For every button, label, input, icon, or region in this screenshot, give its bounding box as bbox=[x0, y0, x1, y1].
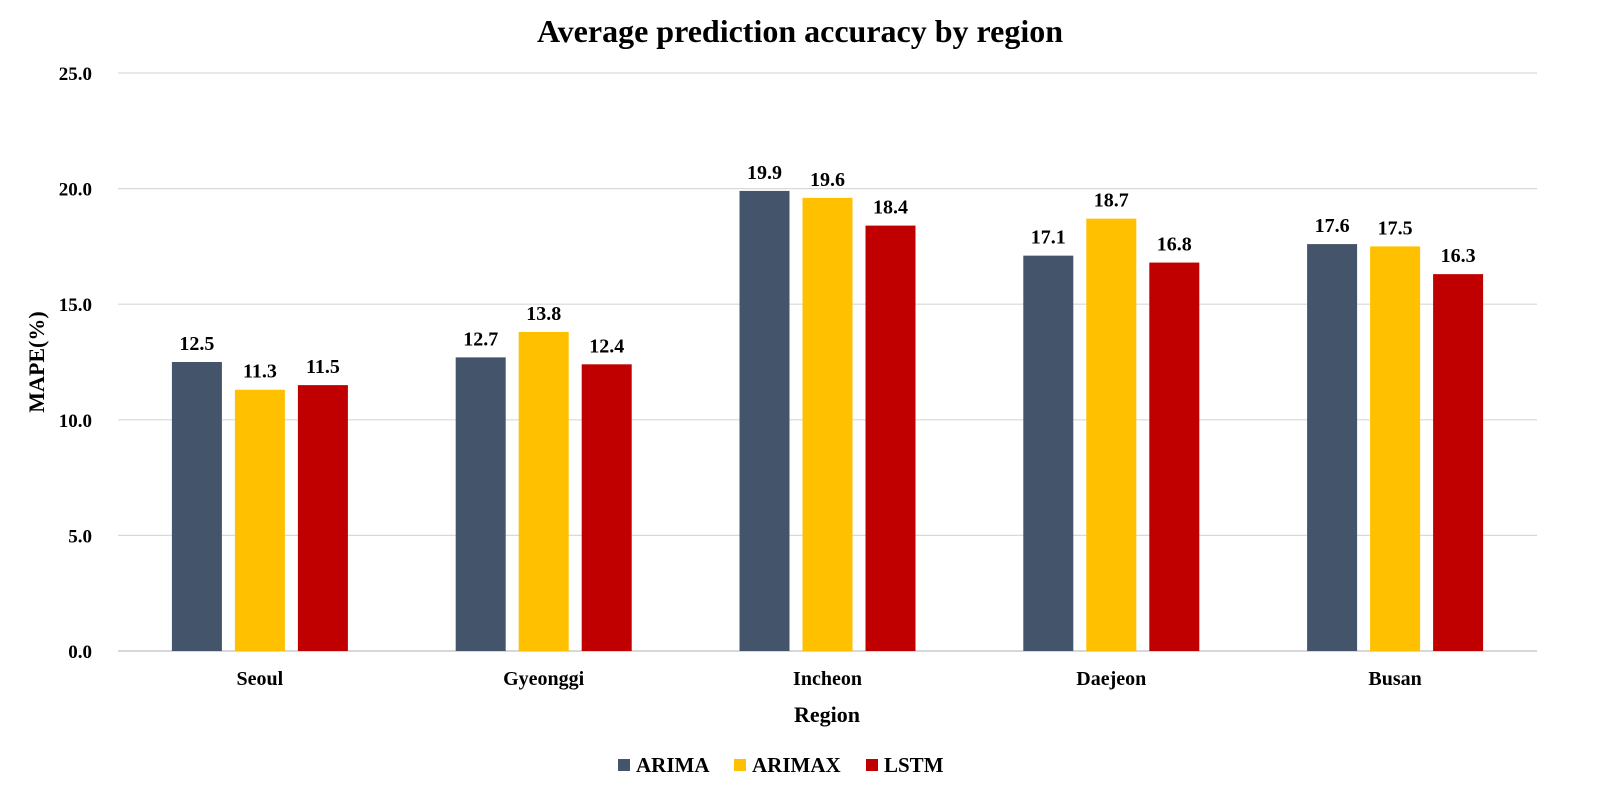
data-label: 12.7 bbox=[463, 328, 498, 350]
data-label: 18.7 bbox=[1094, 190, 1129, 212]
x-tick-label: Busan bbox=[1368, 668, 1421, 690]
legend-label-arimax: ARIMAX bbox=[752, 753, 841, 777]
bar-arimax-incheon bbox=[802, 197, 853, 651]
bar-arimax-busan bbox=[1370, 246, 1421, 651]
y-tick-label: 25.0 bbox=[59, 64, 92, 85]
legend-swatch-arimax bbox=[734, 759, 746, 771]
x-tick-label: Incheon bbox=[793, 668, 862, 690]
y-tick-label: 5.0 bbox=[68, 526, 92, 547]
data-label: 19.9 bbox=[747, 162, 782, 184]
bar-arima-busan bbox=[1307, 244, 1358, 651]
bar-arima-gyeonggi bbox=[455, 357, 506, 651]
legend: ARIMA ARIMAX LSTM bbox=[618, 753, 944, 777]
chart-title: Average prediction accuracy by region bbox=[537, 13, 1063, 49]
y-axis-ticks: 0.0 5.0 10.0 15.0 20.0 25.0 bbox=[59, 64, 92, 663]
data-label: 17.1 bbox=[1031, 227, 1066, 249]
x-axis-categories: Seoul Gyeonggi Incheon Daejeon Busan bbox=[237, 668, 1422, 690]
bar-arimax-daejeon bbox=[1086, 218, 1137, 651]
bars bbox=[171, 190, 1484, 652]
bar-lstm-daejeon bbox=[1149, 262, 1200, 651]
data-label: 17.5 bbox=[1378, 217, 1413, 239]
bar-lstm-busan bbox=[1433, 274, 1484, 651]
data-label: 11.3 bbox=[243, 361, 277, 383]
x-tick-label: Daejeon bbox=[1076, 668, 1146, 690]
bar-arimax-gyeonggi bbox=[518, 331, 569, 651]
x-tick-label: Seoul bbox=[237, 668, 284, 690]
x-tick-label: Gyeonggi bbox=[503, 668, 585, 690]
legend-label-arima: ARIMA bbox=[636, 753, 710, 777]
data-label: 18.4 bbox=[873, 197, 908, 219]
y-axis-title: MAPE(%) bbox=[24, 311, 49, 412]
data-label: 12.5 bbox=[179, 333, 214, 355]
data-label: 19.6 bbox=[810, 169, 845, 191]
legend-swatch-lstm bbox=[866, 759, 878, 771]
data-label: 12.4 bbox=[589, 335, 624, 357]
bar-arima-daejeon bbox=[1023, 255, 1074, 651]
data-labels: 12.5 11.3 11.5 12.7 13.8 12.4 19.9 19.6 18.4 17.1… bbox=[179, 162, 1475, 383]
bar-lstm-incheon bbox=[865, 225, 916, 652]
y-tick-label: 10.0 bbox=[59, 411, 92, 432]
y-tick-label: 15.0 bbox=[59, 295, 92, 316]
bar-lstm-gyeonggi bbox=[581, 364, 632, 651]
legend-swatch-arima bbox=[618, 759, 630, 771]
data-label: 16.8 bbox=[1157, 234, 1192, 256]
bar-arimax-seoul bbox=[234, 389, 285, 651]
data-label: 17.6 bbox=[1315, 215, 1350, 237]
y-tick-label: 0.0 bbox=[68, 642, 92, 663]
data-label: 11.5 bbox=[306, 356, 340, 378]
bar-arima-seoul bbox=[171, 362, 222, 651]
bar-lstm-seoul bbox=[297, 385, 348, 651]
data-label: 16.3 bbox=[1441, 245, 1476, 267]
legend-label-lstm: LSTM bbox=[884, 753, 944, 777]
x-axis-title: Region bbox=[794, 702, 860, 727]
data-label: 13.8 bbox=[526, 303, 561, 325]
bar-arima-incheon bbox=[739, 190, 790, 652]
y-tick-label: 20.0 bbox=[59, 180, 92, 201]
